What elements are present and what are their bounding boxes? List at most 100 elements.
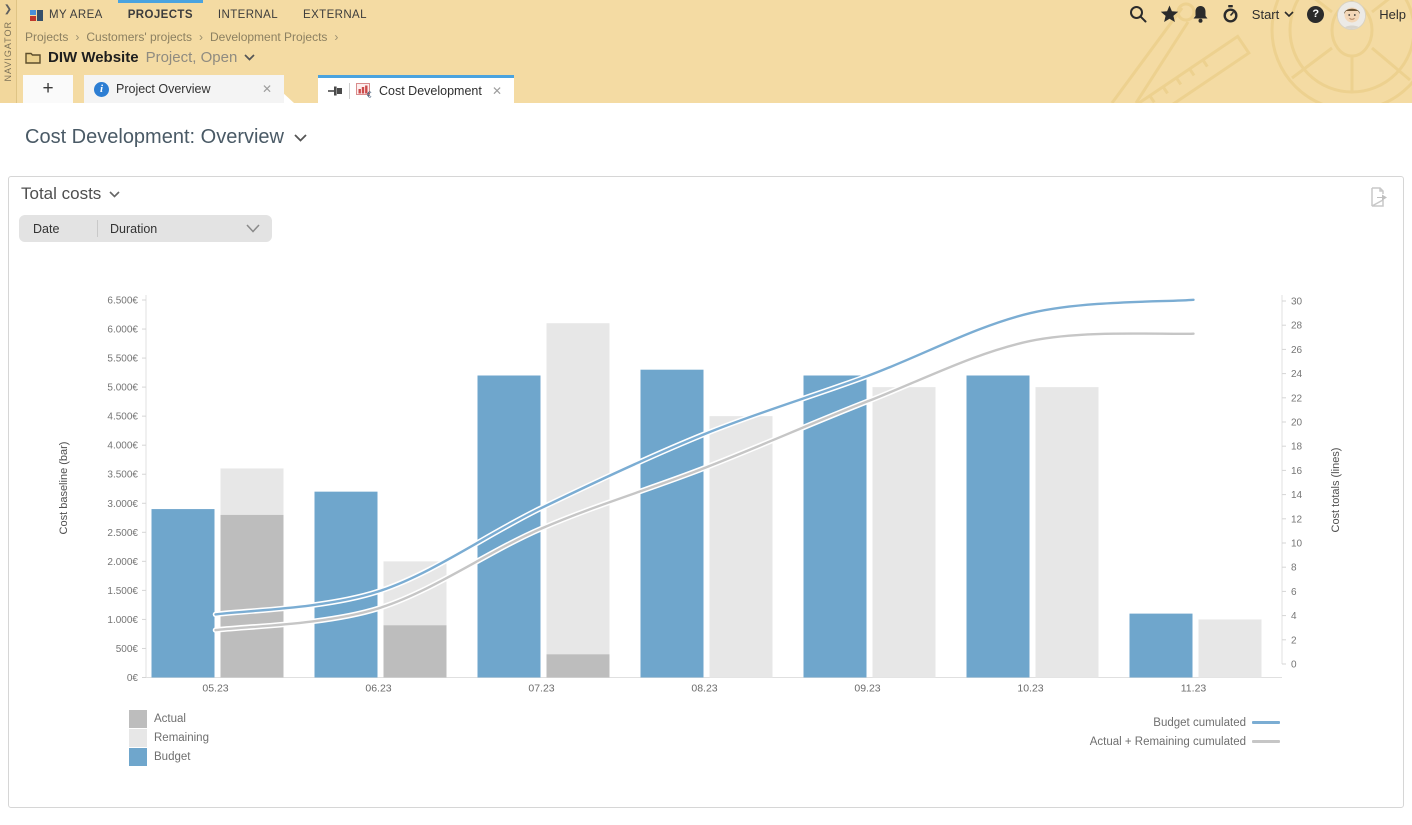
svg-text:20: 20 bbox=[1291, 418, 1303, 429]
filter-divider bbox=[97, 220, 98, 237]
close-tab-icon[interactable]: ✕ bbox=[261, 82, 272, 96]
actual-swatch bbox=[129, 709, 147, 728]
project-menu-chevron-icon[interactable] bbox=[244, 54, 255, 61]
svg-text:06.23: 06.23 bbox=[365, 683, 391, 695]
legend-label: Actual + Remaining cumulated bbox=[1089, 735, 1246, 748]
legend-label: Remaining bbox=[154, 731, 209, 744]
legend-label: Actual bbox=[154, 712, 186, 725]
add-tab-button[interactable]: + bbox=[23, 75, 73, 103]
line-legend: Budget cumulated Actual + Remaining cumu… bbox=[1090, 713, 1280, 751]
svg-text:5.000€: 5.000€ bbox=[107, 383, 138, 394]
svg-text:4: 4 bbox=[1291, 611, 1297, 622]
svg-text:2: 2 bbox=[1291, 635, 1297, 646]
nav-item-internal[interactable]: INTERNAL bbox=[208, 0, 288, 27]
project-title-row: DIW Website Project, Open bbox=[25, 49, 255, 66]
svg-text:26: 26 bbox=[1291, 345, 1303, 356]
my-area-icon bbox=[30, 9, 43, 21]
total-costs-panel: 0€ 500€ 1.000€ 1.500€ 2.000€ 2.500€ 3.000€ 3.50… bbox=[8, 176, 1404, 808]
svg-text:0: 0 bbox=[1291, 660, 1297, 671]
search-icon[interactable] bbox=[1129, 5, 1147, 23]
svg-text:05.23: 05.23 bbox=[202, 683, 228, 695]
breadcrumb-separator: › bbox=[334, 30, 339, 44]
page-title-menu-chevron-icon[interactable] bbox=[294, 133, 307, 142]
legend-item-actual: Actual bbox=[129, 709, 209, 728]
panel-title-row: Total costs bbox=[21, 184, 120, 204]
cost-chart-icon: € bbox=[356, 83, 372, 98]
nav-label: PROJECTS bbox=[127, 9, 193, 21]
navigator-label: NAVIGATOR bbox=[3, 21, 13, 82]
svg-text:500€: 500€ bbox=[116, 644, 139, 655]
page-title: Cost Development: Overview bbox=[25, 126, 284, 148]
quick-help-icon[interactable]: ? bbox=[1307, 5, 1325, 23]
legend-item-budget: Budget bbox=[129, 747, 209, 766]
nav-label: INTERNAL bbox=[217, 9, 278, 21]
close-tab-icon[interactable]: ✕ bbox=[491, 83, 502, 98]
top-navigation: MY AREA PROJECTS INTERNAL EXTERNAL bbox=[20, 0, 382, 27]
breadcrumb-customers-projects[interactable]: Customers' projects bbox=[86, 30, 193, 44]
tab-label: Project Overview bbox=[116, 82, 211, 96]
filter-dropdown-chevron-icon[interactable] bbox=[246, 224, 272, 233]
app-header: ❯ NAVIGATOR MY AREA PROJECTS INTERNAL EX… bbox=[0, 0, 1412, 103]
start-menu-button[interactable]: Start bbox=[1252, 7, 1294, 22]
legend-item-actual-remaining-cumulated: Actual + Remaining cumulated bbox=[1090, 732, 1280, 751]
navigator-sidebar[interactable]: ❯ NAVIGATOR bbox=[0, 0, 17, 103]
time-tracking-stopwatch-icon[interactable] bbox=[1222, 4, 1239, 24]
breadcrumb-separator: › bbox=[199, 30, 204, 44]
header-actions: Start ? Help bbox=[1129, 0, 1406, 30]
svg-text:2.000€: 2.000€ bbox=[107, 557, 138, 568]
nav-item-my-area[interactable]: MY AREA bbox=[20, 0, 113, 27]
chart-filter-bar: Date Duration bbox=[19, 215, 272, 242]
svg-text:18: 18 bbox=[1291, 442, 1303, 453]
svg-text:28: 28 bbox=[1291, 321, 1303, 332]
breadcrumb-separator: › bbox=[75, 30, 80, 44]
svg-text:8: 8 bbox=[1291, 563, 1297, 574]
pin-icon[interactable] bbox=[328, 84, 343, 98]
svg-text:10.23: 10.23 bbox=[1017, 683, 1043, 695]
svg-text:6: 6 bbox=[1291, 587, 1297, 598]
svg-text:Cost baseline (bar): Cost baseline (bar) bbox=[58, 442, 70, 535]
svg-text:4.000€: 4.000€ bbox=[107, 441, 138, 452]
info-icon: i bbox=[94, 81, 109, 97]
user-avatar[interactable] bbox=[1337, 0, 1367, 30]
breadcrumb-development-projects[interactable]: Development Projects bbox=[210, 30, 328, 44]
svg-text:2.500€: 2.500€ bbox=[107, 528, 138, 539]
favorites-star-icon[interactable] bbox=[1160, 5, 1179, 23]
help-link[interactable]: Help bbox=[1379, 6, 1406, 22]
navigator-expand-icon[interactable]: ❯ bbox=[3, 4, 13, 15]
notifications-bell-icon[interactable] bbox=[1192, 5, 1209, 23]
svg-text:30: 30 bbox=[1291, 297, 1303, 308]
svg-text:5.500€: 5.500€ bbox=[107, 354, 138, 365]
bar-legend: Actual Remaining Budget bbox=[129, 709, 209, 766]
cost-development-chart[interactable]: 0€ 500€ 1.000€ 1.500€ 2.000€ 2.500€ 3.000€ 3.50… bbox=[9, 177, 1405, 809]
tab-project-overview[interactable]: i Project Overview ✕ bbox=[84, 75, 284, 103]
tab-cost-development[interactable]: € Cost Development ✕ bbox=[318, 75, 514, 103]
actual-remaining-cumulated-line-swatch bbox=[1252, 740, 1280, 743]
avatar-face-icon bbox=[1338, 1, 1366, 29]
breadcrumb-projects[interactable]: Projects bbox=[25, 30, 69, 44]
svg-text:Cost totals (lines): Cost totals (lines) bbox=[1330, 448, 1342, 533]
nav-label: EXTERNAL bbox=[303, 9, 367, 21]
nav-item-projects[interactable]: PROJECTS bbox=[117, 0, 203, 27]
panel-menu-chevron-icon[interactable] bbox=[109, 190, 120, 198]
project-name: DIW Website bbox=[48, 49, 139, 66]
remaining-swatch bbox=[129, 728, 147, 747]
folder-icon bbox=[25, 52, 41, 64]
nav-item-external[interactable]: EXTERNAL bbox=[293, 0, 377, 27]
panel-title: Total costs bbox=[21, 184, 102, 203]
page-title-row: Cost Development: Overview bbox=[25, 126, 307, 149]
export-icon[interactable] bbox=[1367, 186, 1389, 208]
svg-text:4.500€: 4.500€ bbox=[107, 412, 138, 423]
svg-text:12: 12 bbox=[1291, 514, 1303, 525]
budget-swatch bbox=[129, 747, 147, 766]
svg-text:6.000€: 6.000€ bbox=[107, 325, 138, 336]
nav-label: MY AREA bbox=[49, 9, 103, 21]
start-label: Start bbox=[1251, 6, 1280, 22]
svg-text:09.23: 09.23 bbox=[854, 683, 880, 695]
filter-date[interactable]: Date bbox=[33, 221, 60, 236]
legend-label: Budget cumulated bbox=[1153, 716, 1246, 729]
filter-duration[interactable]: Duration bbox=[110, 221, 158, 236]
svg-text:11.23: 11.23 bbox=[1181, 683, 1207, 695]
tab-bar: + i Project Overview ✕ € Cost Developmen… bbox=[23, 75, 514, 103]
chevron-down-icon bbox=[1284, 11, 1294, 17]
budget-cumulated-line-swatch bbox=[1252, 721, 1280, 724]
